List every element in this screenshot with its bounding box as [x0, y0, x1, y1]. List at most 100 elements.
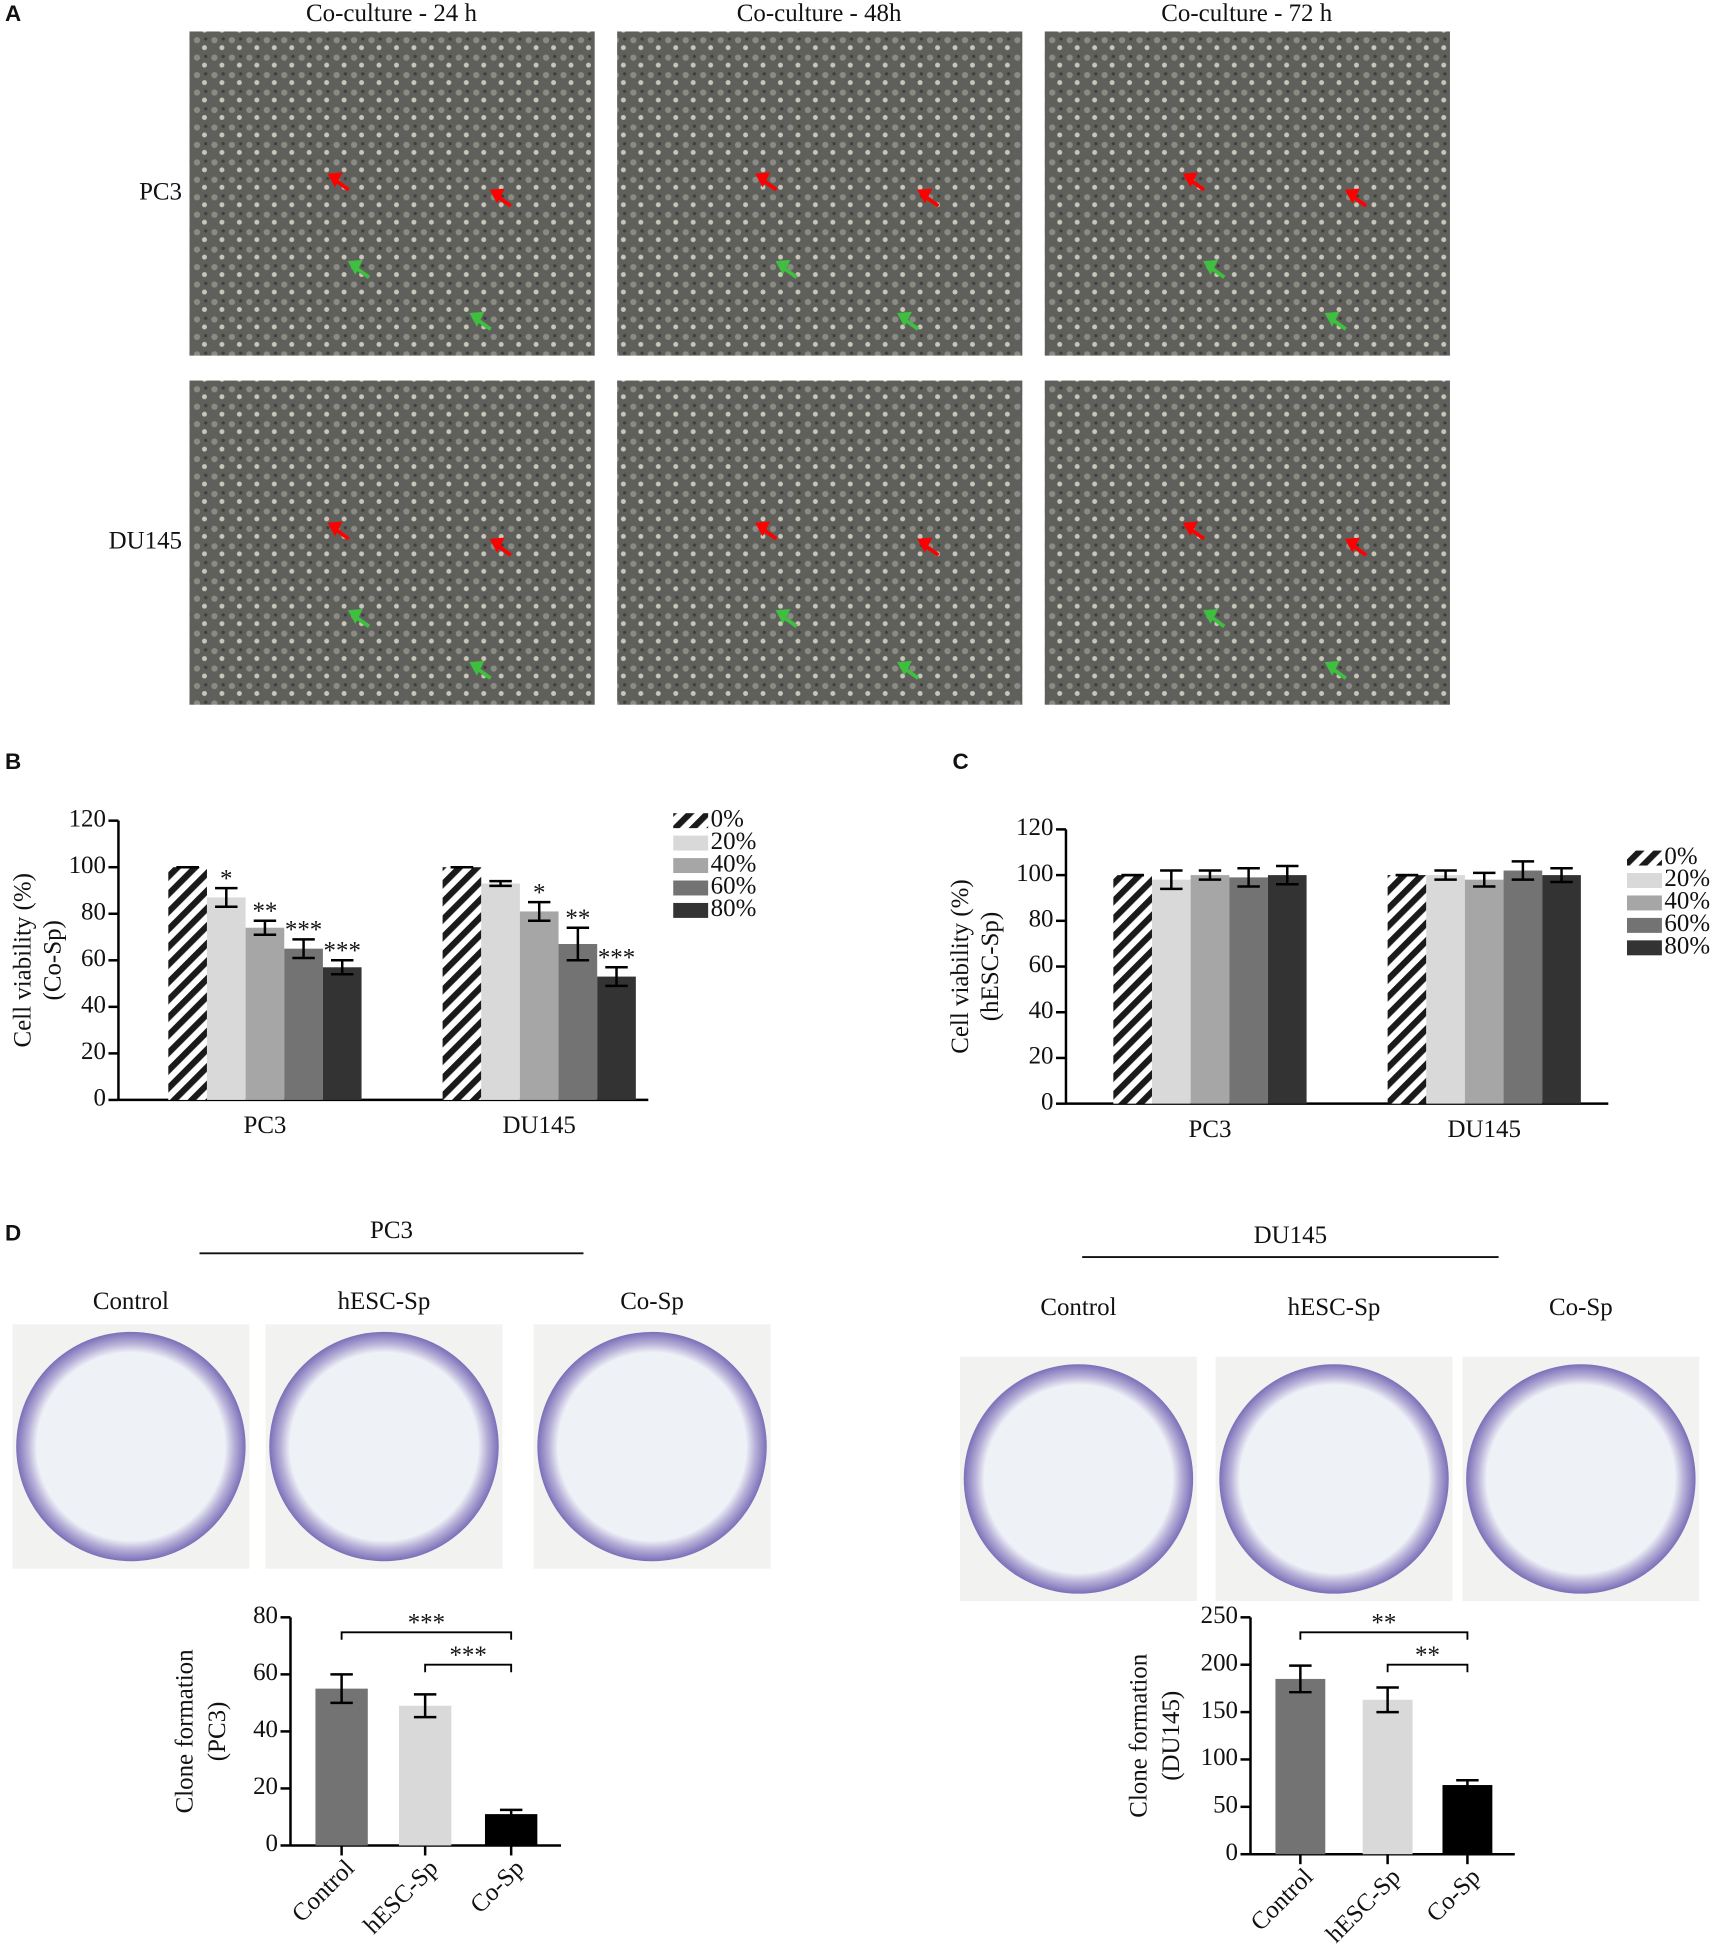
- bar: [1387, 875, 1427, 1104]
- column-title: Co-culture - 24 h: [306, 0, 477, 27]
- micrograph: [189, 380, 595, 705]
- y-tick-label: 20: [81, 1038, 106, 1065]
- plate: [963, 1364, 1194, 1594]
- bar: [1426, 875, 1465, 1104]
- y-tick-label: 200: [1201, 1649, 1238, 1676]
- bar: [168, 867, 207, 1100]
- legend-swatch: [1627, 850, 1662, 866]
- arrow-head: [917, 537, 933, 553]
- photo-label: hESC-Sp: [1288, 1294, 1381, 1321]
- significance: **: [252, 898, 277, 925]
- arrow-head: [755, 521, 771, 537]
- bar: [1190, 875, 1230, 1104]
- legend-swatch: [673, 858, 709, 874]
- significance: *: [533, 879, 545, 906]
- micrograph: [617, 31, 1023, 356]
- arrow-head: [1203, 259, 1219, 275]
- bar: [1267, 875, 1307, 1104]
- bar: [1229, 877, 1268, 1104]
- legend-label: 20%: [1664, 865, 1710, 892]
- y-tick-label: 20: [253, 1773, 278, 1800]
- bar: [1503, 870, 1543, 1104]
- bar: [398, 1705, 452, 1846]
- bar: [1542, 875, 1581, 1104]
- arrow-head: [347, 259, 363, 275]
- significance: **: [1415, 1642, 1440, 1669]
- y-tick-label: 40: [81, 992, 106, 1019]
- legend-label: 0%: [711, 805, 744, 832]
- significance: ***: [449, 1642, 486, 1669]
- panel-label: D: [5, 1221, 21, 1246]
- significance-bracket: [1299, 1631, 1469, 1640]
- y-tick-label: 250: [1201, 1602, 1238, 1629]
- legend-swatch: [1627, 917, 1662, 933]
- arrow-head: [1203, 608, 1219, 624]
- bar: [245, 927, 285, 1100]
- group-title: PC3: [370, 1217, 413, 1244]
- column-title: Co-culture - 72 h: [1161, 0, 1332, 27]
- y-tick-label: 60: [1029, 951, 1054, 978]
- legend-swatch: [673, 813, 709, 829]
- significance-bracket: [340, 1631, 513, 1640]
- photo-label: hESC-Sp: [338, 1288, 431, 1315]
- legend-swatch: [1627, 895, 1662, 911]
- y-axis-label: (hESC-Sp): [977, 912, 1004, 1021]
- arrow-head: [917, 188, 933, 204]
- significance: **: [565, 905, 590, 932]
- photo-label: Co-Sp: [620, 1288, 684, 1315]
- column-title: Co-culture - 48h: [737, 0, 902, 27]
- significance: **: [1371, 1610, 1396, 1637]
- arrow-head: [1324, 660, 1340, 676]
- x-tick-label: hESC-Sp: [359, 1855, 444, 1940]
- y-tick-label: 0: [1041, 1088, 1053, 1115]
- plate: [1219, 1364, 1449, 1594]
- photo-label: Control: [93, 1288, 169, 1315]
- y-tick-label: 80: [1029, 906, 1054, 933]
- y-tick-label: 120: [1016, 814, 1053, 841]
- bar: [1362, 1699, 1413, 1855]
- arrow-head: [1182, 521, 1198, 537]
- significance: ***: [408, 1610, 445, 1637]
- arrow-head: [1182, 172, 1198, 188]
- arrow-head: [1344, 537, 1360, 553]
- x-tick-label: Control: [287, 1855, 360, 1928]
- legend-swatch: [673, 880, 709, 896]
- x-tick-label: PC3: [1188, 1116, 1231, 1143]
- row-label: DU145: [109, 527, 182, 554]
- y-axis-label: Cell viability (%): [947, 879, 974, 1053]
- y-tick-label: 0: [266, 1830, 278, 1857]
- arrow-head: [469, 311, 485, 327]
- y-tick-label: 100: [69, 852, 106, 879]
- bar: [206, 897, 246, 1100]
- bar: [322, 967, 362, 1100]
- bar: [519, 911, 559, 1100]
- photo-label: Co-Sp: [1549, 1294, 1613, 1321]
- bar: [442, 867, 482, 1100]
- bar: [1151, 879, 1191, 1104]
- y-tick-label: 80: [81, 898, 106, 925]
- x-tick-label: DU145: [1448, 1116, 1521, 1143]
- y-tick-label: 50: [1213, 1792, 1238, 1819]
- legend-label: 60%: [711, 873, 757, 900]
- legend-swatch: [1627, 940, 1662, 956]
- legend-swatch: [1627, 873, 1662, 888]
- x-tick-label: DU145: [503, 1112, 576, 1139]
- significance-bracket: [1386, 1663, 1469, 1673]
- legend-label: 40%: [711, 850, 757, 877]
- y-tick-label: 40: [253, 1716, 278, 1743]
- row-label: PC3: [139, 178, 182, 205]
- significance: ***: [285, 917, 322, 944]
- significance: ***: [324, 938, 361, 965]
- bar: [1113, 875, 1152, 1104]
- legend-label: 20%: [711, 828, 757, 855]
- y-axis-label: (DU145): [1158, 1691, 1185, 1781]
- x-tick-label: PC3: [243, 1112, 286, 1139]
- legend-swatch: [673, 835, 709, 851]
- panel-label: B: [5, 749, 21, 774]
- legend-label: 40%: [1664, 888, 1710, 915]
- y-tick-label: 20: [1029, 1043, 1054, 1070]
- panel-label: A: [5, 1, 21, 26]
- x-tick-label: Co-Sp: [465, 1855, 529, 1919]
- y-tick-label: 100: [1201, 1744, 1238, 1771]
